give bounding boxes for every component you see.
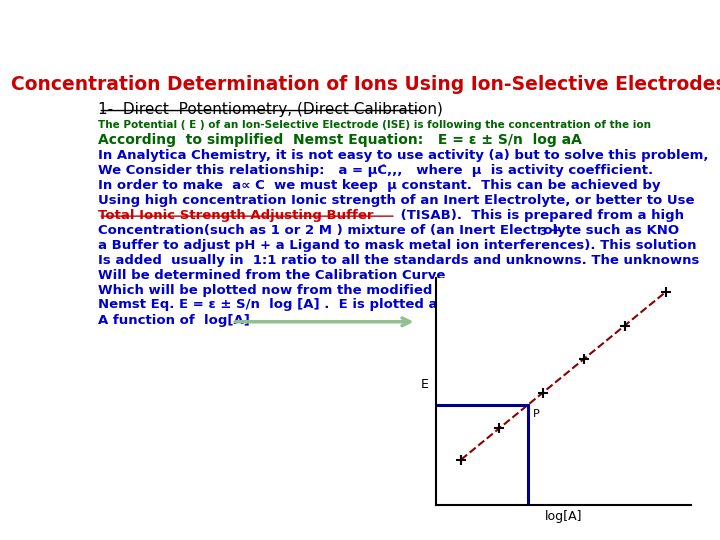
Text: We Consider this relationship:   a = μĊ,,,   where  μ  is activity coefficient.: We Consider this relationship: a = μĊ,,… — [99, 164, 654, 177]
Text: +: + — [546, 224, 562, 237]
Text: 3: 3 — [539, 227, 546, 238]
Text: In order to make  a∝ C  we must keep  μ constant.  This can be achieved by: In order to make a∝ C we must keep μ con… — [99, 179, 661, 192]
Text: Concentration Determination of Ions Using Ion-Selective Electrodes: Concentration Determination of Ions Usin… — [12, 75, 720, 94]
Text: Using high concentration Ionic strength of an Inert Electrolyte, or better to Us: Using high concentration Ionic strength … — [99, 194, 695, 207]
Text: The Potential ( E ) of an Ion-Selective Electrode (ISE) is following the concent: The Potential ( E ) of an Ion-Selective … — [99, 120, 652, 130]
Y-axis label: E: E — [420, 379, 428, 392]
Text: Concentration(such as 1 or 2 M ) mixture of (an Inert Electrolyte such as KNO: Concentration(such as 1 or 2 M ) mixture… — [99, 224, 680, 237]
Text: Total Ionic Strength Adjusting Buffer: Total Ionic Strength Adjusting Buffer — [99, 208, 374, 221]
Text: A function of  log[A]: A function of log[A] — [99, 314, 251, 327]
X-axis label: log[A]: log[A] — [544, 510, 582, 523]
Text: In Analytica Chemistry, it is not easy to use activity (a) but to solve this pro: In Analytica Chemistry, it is not easy t… — [99, 149, 709, 162]
Text: a Buffer to adjust pH + a Ligand to mask metal ion interferences). This solution: a Buffer to adjust pH + a Ligand to mask… — [99, 239, 697, 252]
Text: P: P — [533, 409, 539, 419]
Text: Is added  usually in  1:1 ratio to all the standards and unknowns. The unknowns: Is added usually in 1:1 ratio to all the… — [99, 254, 700, 267]
Text: According  to simplified  Nemst Equation:   E = ε ± S/n  log aA: According to simplified Nemst Equation: … — [99, 133, 582, 147]
Text: (TISAB).  This is prepared from a high: (TISAB). This is prepared from a high — [396, 208, 684, 221]
Text: Which will be plotted now from the modified: Which will be plotted now from the modif… — [99, 284, 433, 296]
Text: Will be determined from the Calibration Curve: Will be determined from the Calibration … — [99, 268, 446, 281]
Text: 1-  Direct  Potentiometry, (Direct Calibration): 1- Direct Potentiometry, (Direct Calibra… — [99, 102, 444, 117]
Text: Nemst Eq. E = ε ± S/n  log [A] .  E is plotted as: Nemst Eq. E = ε ± S/n log [A] . E is plo… — [99, 299, 446, 312]
